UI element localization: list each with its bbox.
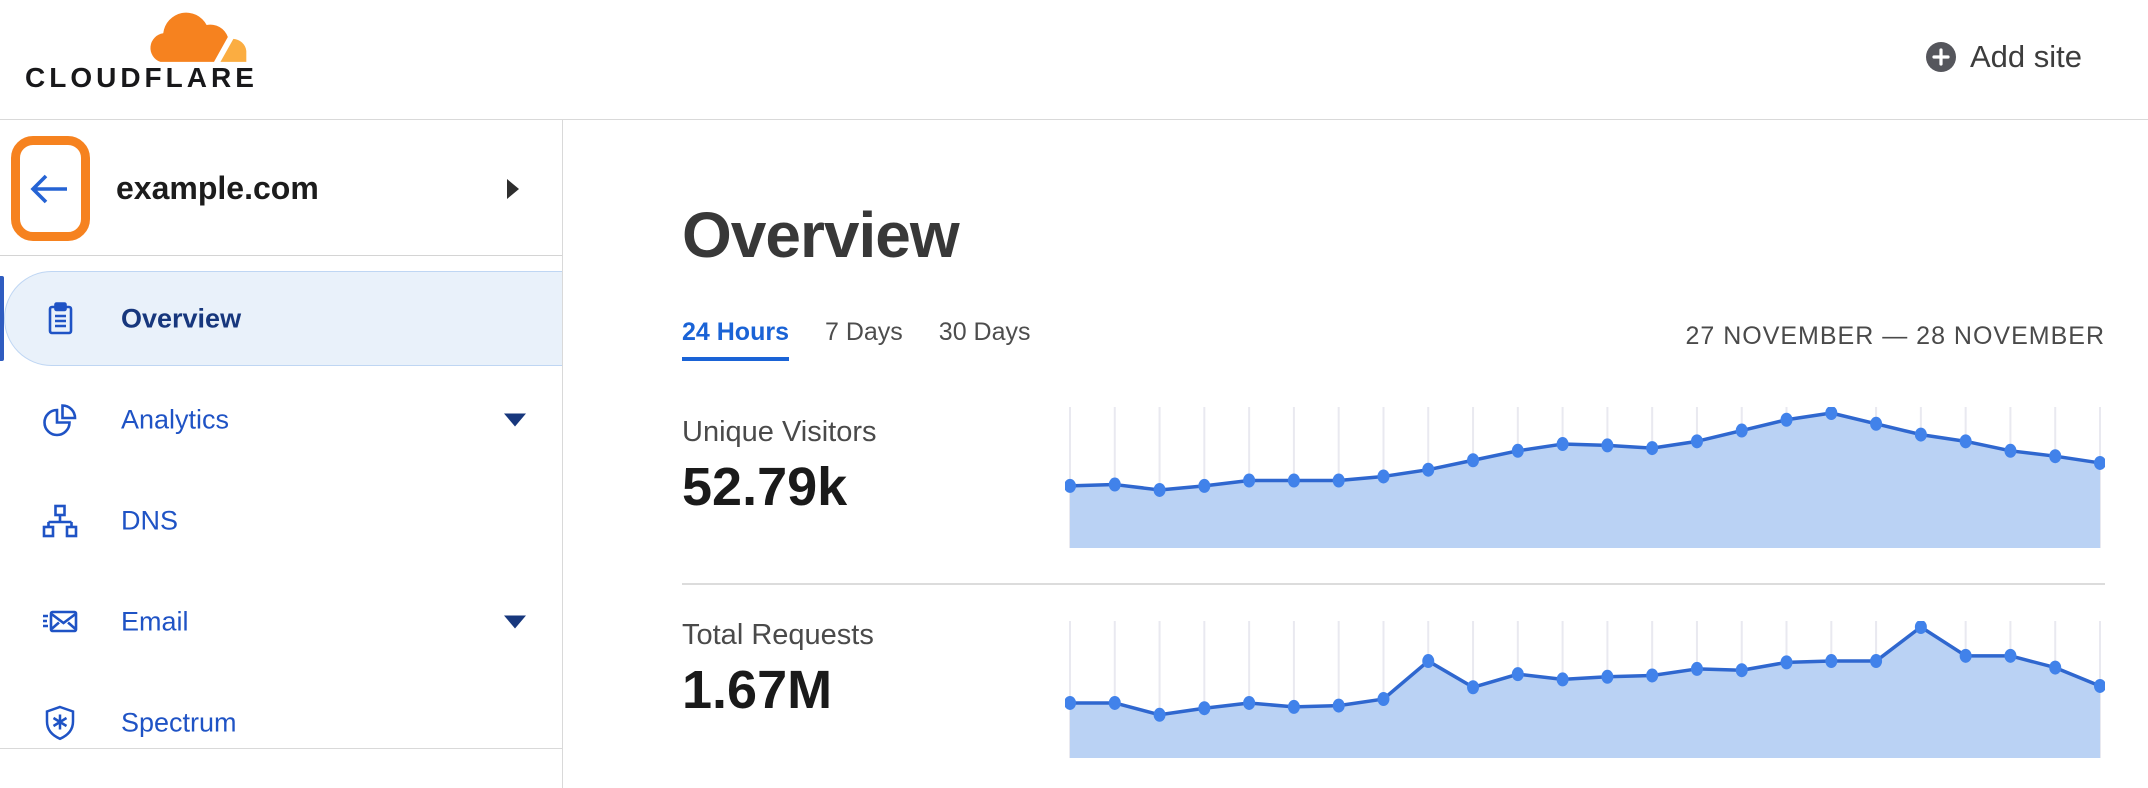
add-site-label: Add site (1970, 39, 2083, 74)
top-header: CLOUDFLARE Add site (0, 0, 2148, 120)
tab-7-days[interactable]: 7 Days (824, 318, 903, 346)
sidebar-item-dns[interactable]: DNS (0, 470, 562, 571)
total-requests-chart (1065, 621, 2105, 758)
selected-indicator (0, 276, 4, 361)
sidebar: example.com Overview (0, 120, 563, 788)
tab-30-days[interactable]: 30 Days (938, 318, 1031, 346)
date-range-label: 27 NOVEMBER — 28 NOVEMBER (1685, 322, 2105, 350)
envelope-icon (43, 610, 78, 632)
tab-24-hours[interactable]: 24 Hours (682, 318, 789, 361)
metric-label-unique-visitors: Unique Visitors (682, 416, 877, 448)
cloudflare-logo[interactable]: CLOUDFLARE (0, 0, 280, 110)
pie-chart-icon (43, 403, 77, 436)
metric-label-total-requests: Total Requests (682, 619, 874, 651)
site-name: example.com (116, 169, 319, 206)
chevron-right-icon[interactable] (505, 178, 521, 200)
site-selector-row: example.com (0, 120, 562, 256)
metric-row-divider (682, 583, 2105, 585)
time-range-tabs-row: 24 Hours 7 Days 30 Days 27 NOVEMBER — 28… (682, 318, 2105, 362)
sidebar-item-spectrum[interactable]: Spectrum (0, 672, 562, 773)
chevron-down-icon[interactable] (503, 614, 527, 629)
main-content: Overview 24 Hours 7 Days 30 Days 27 NOVE… (563, 120, 2148, 788)
sidebar-item-label: Spectrum (121, 707, 237, 737)
cloudflare-wordmark: CLOUDFLARE (25, 62, 258, 93)
sidebar-item-overview[interactable]: Overview (0, 268, 562, 369)
add-site-button[interactable]: Add site (1925, 38, 2082, 76)
time-range-tabs: 24 Hours 7 Days 30 Days (682, 318, 1031, 361)
plus-icon (1926, 42, 1956, 72)
chevron-down-icon[interactable] (503, 412, 527, 427)
unique-visitors-chart (1065, 407, 2105, 548)
sidebar-item-label: Analytics (121, 404, 230, 434)
cloudflare-cloud-icon (150, 12, 247, 62)
metric-value-unique-visitors: 52.79k (682, 457, 848, 517)
sidebar-section-divider (0, 748, 562, 749)
arrow-left-icon (30, 174, 67, 204)
sidebar-item-label: DNS (121, 505, 179, 535)
back-button[interactable] (27, 170, 71, 208)
sidebar-item-label: Overview (121, 303, 242, 333)
metric-value-total-requests: 1.67M (682, 660, 833, 720)
shield-icon (45, 705, 75, 740)
sidebar-item-email[interactable]: Email (0, 571, 562, 672)
page-title: Overview (682, 199, 960, 271)
sidebar-item-analytics[interactable]: Analytics (0, 369, 562, 470)
sitemap-icon (42, 504, 78, 537)
sidebar-nav: Overview Analytics (0, 268, 562, 773)
clipboard-icon (48, 301, 73, 334)
selected-pill (4, 271, 562, 366)
sidebar-item-label: Email (121, 606, 189, 636)
